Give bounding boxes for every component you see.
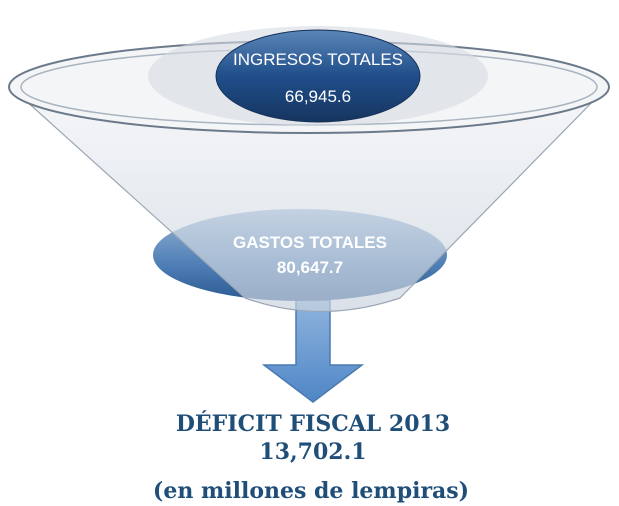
arrow (264, 300, 362, 402)
node-label: INGRESOS TOTALES (233, 50, 403, 69)
node-value: 66,945.6 (285, 87, 351, 106)
result-label: DÉFICIT FISCAL 2013 (176, 410, 450, 437)
result-note: (en millones de lempiras) (153, 478, 469, 504)
ingresos-ellipse (216, 30, 420, 122)
funnel-diagram: INGRESOS TOTALES 66,945.6 GASTOS TOTALES… (0, 0, 619, 506)
node-label: GASTOS TOTALES (233, 233, 387, 252)
node-value: 80,647.7 (277, 258, 343, 277)
result-value: 13,702.1 (259, 439, 366, 465)
